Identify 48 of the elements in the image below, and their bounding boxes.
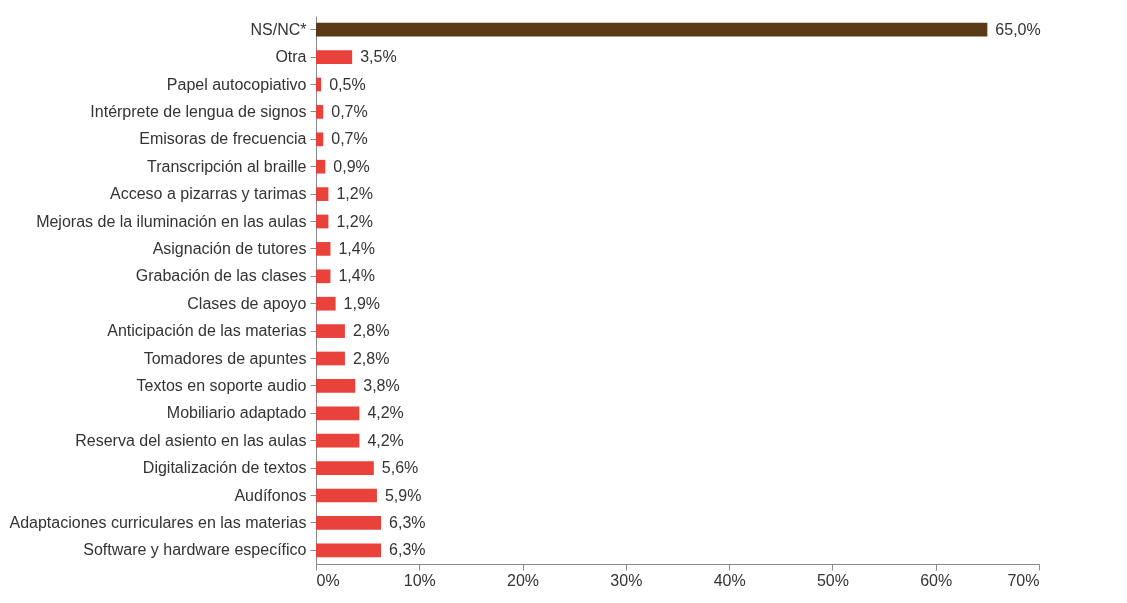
y-tick-label: Grabación de las clases [135, 267, 307, 285]
data-label: 2,8% [352, 322, 390, 340]
y-tick-label: Reserva del asiento en las aulas [75, 431, 307, 449]
y-tick-label: Anticipación de las materias [107, 322, 307, 340]
x-tick-label: 40% [713, 571, 746, 589]
y-tick-label: Software y hardware específico [83, 541, 307, 559]
y-tick-label: Intérprete de lengua de signos [90, 102, 307, 120]
data-label: 1,2% [336, 185, 373, 203]
data-label: 4,2% [367, 431, 404, 449]
y-tick-label: Otra [275, 48, 307, 66]
y-tick-label: Transcripción al braille [147, 157, 307, 175]
x-tick-label: 70% [1007, 571, 1040, 589]
data-label: 3,8% [363, 376, 400, 394]
data-label: 2,8% [352, 349, 390, 367]
y-tick-label: Mobiliario adaptado [166, 404, 307, 422]
x-tick-label: 20% [507, 571, 540, 589]
data-label: 4,2% [367, 404, 404, 422]
data-label: 5,9% [384, 486, 422, 504]
y-tick-label: Clases de apoyo [187, 294, 307, 312]
data-label: 1,4% [338, 267, 375, 285]
data-label: 6,3% [389, 541, 426, 559]
y-tick-label: Digitalización de textos [142, 459, 307, 477]
y-tick-label: Textos en soporte audio [136, 376, 307, 394]
data-label: 6,3% [389, 513, 426, 531]
y-tick-label: Papel autocopiativo [166, 75, 307, 93]
y-tick-label: Tomadores de apuntes [143, 349, 307, 367]
data-label: 0,9% [333, 157, 370, 175]
x-tick-label: 30% [610, 571, 643, 589]
data-label: 0,5% [329, 75, 366, 93]
x-tick-label: 10% [403, 571, 436, 589]
data-label: 1,9% [343, 294, 381, 312]
data-label: 0,7% [331, 130, 368, 148]
data-label: 0,7% [331, 102, 368, 120]
x-tick-label: 60% [920, 571, 953, 589]
y-tick-label: Acceso a pizarras y tarimas [109, 185, 307, 203]
y-tick-label: Asignación de tutores [152, 239, 307, 257]
data-label: 3,5% [360, 48, 397, 66]
x-tick-label: 50% [816, 571, 849, 589]
data-label: 5,6% [381, 459, 419, 477]
y-tick-label: Mejoras de la iluminación en las aulas [36, 212, 307, 230]
y-tick-label: Adaptaciones curriculares en las materias [9, 513, 307, 531]
y-tick-label: Emisoras de frecuencia [139, 130, 307, 148]
data-label: 65,0% [995, 20, 1041, 38]
y-tick-label: Audífonos [234, 486, 307, 504]
data-label: 1,4% [338, 239, 375, 257]
x-tick-label: 0% [316, 571, 340, 589]
y-tick-label: NS/NC* [250, 20, 307, 38]
data-label: 1,2% [336, 212, 373, 230]
